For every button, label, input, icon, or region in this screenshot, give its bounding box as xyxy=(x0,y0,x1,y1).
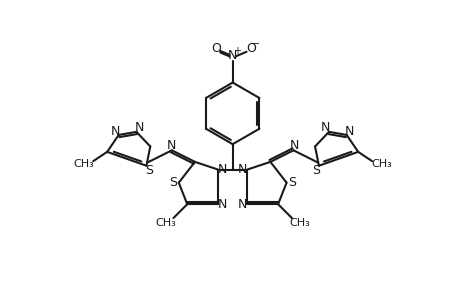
Text: CH₃: CH₃ xyxy=(73,159,94,169)
Text: N: N xyxy=(135,122,144,135)
Text: N: N xyxy=(111,125,120,138)
Text: N: N xyxy=(228,49,237,62)
Text: −: − xyxy=(252,39,260,49)
Text: N: N xyxy=(345,125,355,138)
Text: O: O xyxy=(246,42,256,55)
Text: N: N xyxy=(321,122,331,135)
Text: N: N xyxy=(218,198,227,211)
Text: S: S xyxy=(312,164,320,177)
Text: N: N xyxy=(238,198,247,211)
Text: +: + xyxy=(233,46,241,56)
Text: CH₃: CH₃ xyxy=(372,159,392,169)
Text: N: N xyxy=(238,163,247,176)
Text: O: O xyxy=(211,42,221,55)
Text: S: S xyxy=(146,164,153,177)
Text: N: N xyxy=(290,139,299,152)
Text: CH₃: CH₃ xyxy=(155,218,176,228)
Text: S: S xyxy=(288,176,296,189)
Text: N: N xyxy=(166,139,176,152)
Text: CH₃: CH₃ xyxy=(289,218,310,228)
Text: N: N xyxy=(218,163,227,176)
Text: S: S xyxy=(169,176,178,189)
